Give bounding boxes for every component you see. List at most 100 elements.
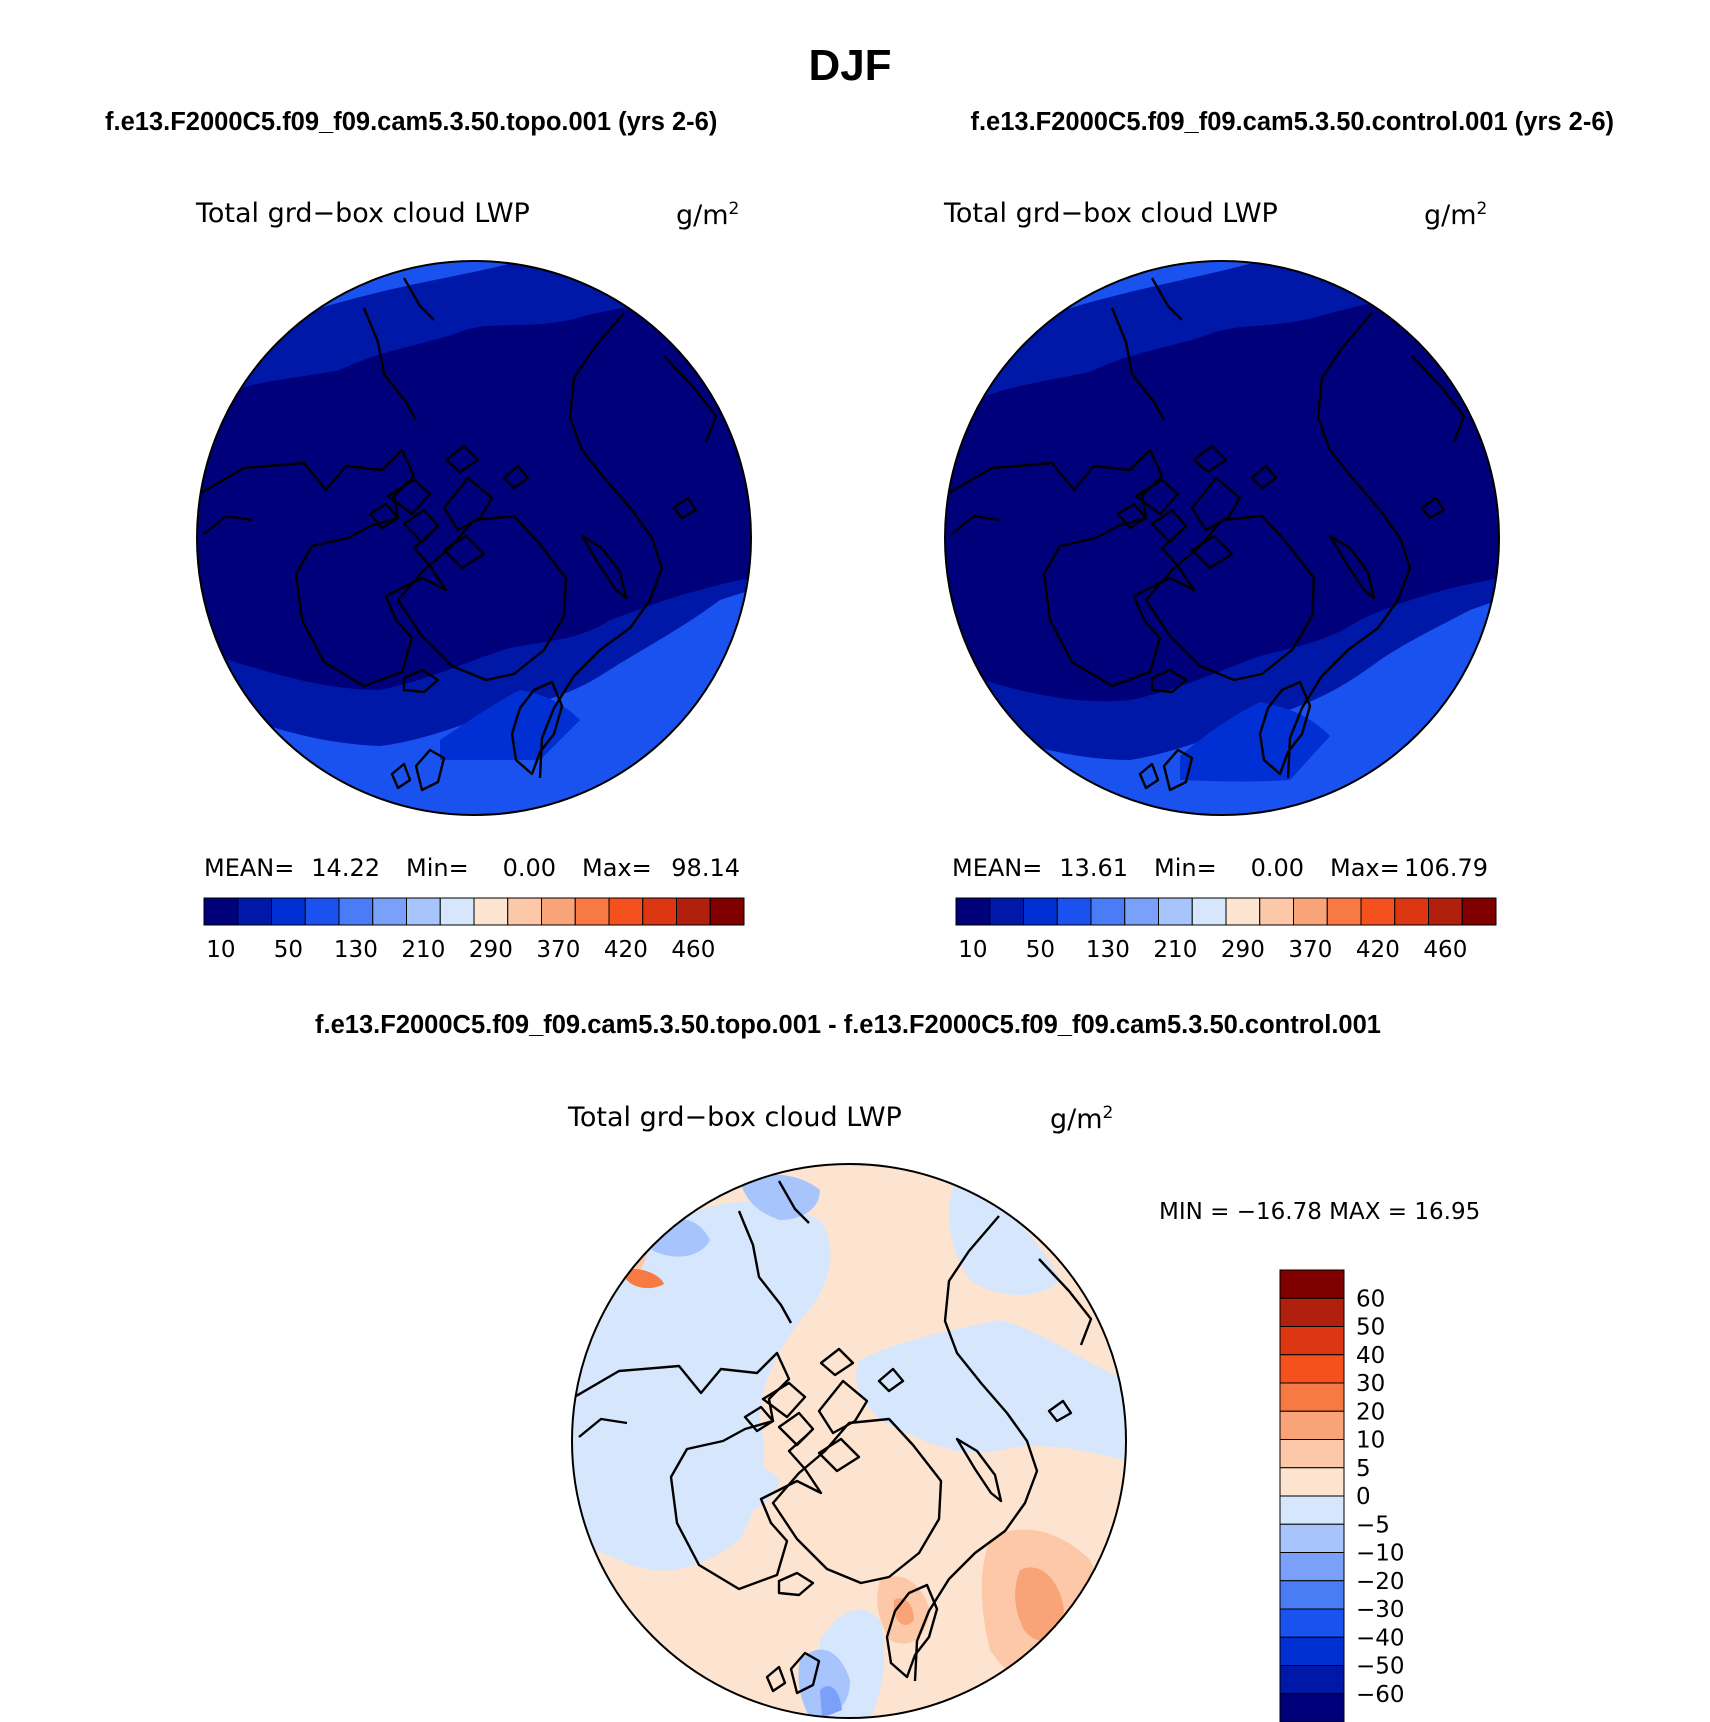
panel-difference-colorbar-box xyxy=(1279,1523,1345,1553)
panel-difference-units: g/m2 xyxy=(1050,1103,1113,1135)
panel-control-colorbar-tick-label: 420 xyxy=(1356,937,1400,963)
panel-topo-colorbar-box xyxy=(473,897,509,926)
panel-difference-colorbar-tick-label: 50 xyxy=(1356,1315,1385,1341)
panel-topo-colorbar: 10 50 130 210 290 370 420 460 xyxy=(203,897,745,963)
panel-topo: Total grd−box cloud LWP g/m2 MEAN= 14.22… xyxy=(195,198,752,963)
panel-control-colorbar-box xyxy=(1023,897,1058,926)
diff-header: f.e13.F2000C5.f09_f09.cam5.3.50.topo.001… xyxy=(315,1011,1381,1039)
panel-control-map-boundary xyxy=(944,260,1500,816)
panel-topo-colorbar-box xyxy=(271,897,306,926)
panel-difference-map xyxy=(572,1164,1126,1718)
case-b-header: f.e13.F2000C5.f09_f09.cam5.3.50.control.… xyxy=(970,108,1614,136)
panel-difference-colorbar-tick-label: 30 xyxy=(1356,1371,1385,1397)
panel-topo-title: Total grd−box cloud LWP xyxy=(195,198,530,229)
panel-control-colorbar-tick-label: 370 xyxy=(1288,937,1332,963)
panel-control-min-value: 0.00 xyxy=(1251,854,1304,882)
panel-control-title: Total grd−box cloud LWP xyxy=(943,198,1278,229)
panel-topo-colorbar-box xyxy=(237,897,272,926)
panel-control-colorbar-tick-label: 290 xyxy=(1221,937,1265,963)
case-a-header: f.e13.F2000C5.f09_f09.cam5.3.50.topo.001… xyxy=(105,108,717,136)
panel-topo-colorbar-box xyxy=(304,897,340,926)
panel-topo-colorbar-tick-label: 290 xyxy=(469,937,513,963)
panel-control-colorbar-tick-label: 460 xyxy=(1423,937,1467,963)
panel-topo-colorbar-tick-label: 420 xyxy=(604,937,648,963)
panel-control-colorbar-box xyxy=(1191,897,1227,926)
panel-difference-colorbar-box xyxy=(1279,1495,1345,1525)
panel-topo-units: g/m2 xyxy=(676,199,739,231)
panel-control-max-value: 106.79 xyxy=(1404,854,1488,882)
panel-difference-colorbar-box xyxy=(1279,1636,1345,1666)
panel-topo-colorbar-box xyxy=(574,897,610,926)
panel-difference-colorbar-box xyxy=(1279,1326,1345,1356)
panel-difference: Total grd−box cloud LWP g/m2 MIN = xyxy=(567,1102,1480,1722)
panel-topo-colorbar-box xyxy=(507,897,542,926)
panel-difference-colorbar-tick-label: −5 xyxy=(1356,1512,1390,1538)
panel-control-colorbar-tick-label: 50 xyxy=(1026,937,1055,963)
panel-topo-colorbar-box xyxy=(709,897,745,926)
panel-difference-colorbar-tick-label: 20 xyxy=(1356,1399,1385,1425)
panel-control-colorbar-box xyxy=(1360,897,1396,926)
panel-difference-colorbar-box xyxy=(1279,1580,1345,1610)
panel-topo-colorbar-tick-label: 460 xyxy=(671,937,715,963)
panel-difference-colorbar-tick-label: −40 xyxy=(1356,1625,1405,1651)
panel-difference-colorbar-tick-label: −60 xyxy=(1356,1682,1405,1708)
panel-topo-colorbar-box xyxy=(372,897,407,926)
panel-difference-title: Total grd−box cloud LWP xyxy=(567,1102,902,1133)
panel-control-colorbar-box xyxy=(955,897,991,926)
panel-difference-colorbar-tick-label: 0 xyxy=(1356,1484,1371,1510)
panel-difference-colorbar-box xyxy=(1279,1552,1345,1582)
panel-control-units: g/m2 xyxy=(1424,199,1487,231)
panel-control-colorbar-tick-label: 130 xyxy=(1086,937,1130,963)
panel-topo-colorbar-tick-label: 210 xyxy=(401,937,445,963)
panel-control-colorbar-box xyxy=(1090,897,1126,926)
panel-difference-colorbar-tick-label: 10 xyxy=(1356,1428,1385,1454)
panel-topo-colorbar-box xyxy=(642,897,677,926)
panel-control-min-label: Min= xyxy=(1154,854,1217,882)
panel-control-colorbar: 10 50 130 210 290 370 420 460 xyxy=(955,897,1497,963)
panel-topo-colorbar-tick-label: 50 xyxy=(274,937,303,963)
panel-topo-max-value: 98.14 xyxy=(671,854,740,882)
panel-control-max-label: Max= xyxy=(1330,854,1400,882)
panel-control-map xyxy=(945,261,1499,815)
panel-topo-min-value: 0.00 xyxy=(503,854,556,882)
panel-difference-colorbar-box xyxy=(1279,1665,1345,1695)
panel-topo-colorbar-box xyxy=(338,897,374,926)
panel-topo-colorbar-tick-label: 10 xyxy=(206,937,235,963)
panel-control-mean-value: 13.61 xyxy=(1059,854,1128,882)
panel-difference-colorbar-box xyxy=(1279,1467,1345,1497)
panel-difference-colorbar-tick-label: −10 xyxy=(1356,1541,1405,1567)
panel-difference-colorbar-tick-label: −20 xyxy=(1356,1569,1405,1595)
panel-topo-colorbar-tick-label: 130 xyxy=(334,937,378,963)
panel-control-colorbar-box xyxy=(1293,897,1328,926)
panel-control-colorbar-box xyxy=(1158,897,1193,926)
panel-topo-colorbar-box xyxy=(676,897,711,926)
figure-title: DJF xyxy=(808,41,891,90)
panel-difference-colorbar-tick-label: 5 xyxy=(1356,1456,1371,1482)
panel-difference-colorbar-box xyxy=(1279,1693,1345,1722)
panel-difference-units-exponent: 2 xyxy=(1103,1103,1114,1123)
panel-difference-colorbar-box xyxy=(1279,1410,1345,1440)
panel-control-colorbar-box xyxy=(1428,897,1463,926)
panel-difference-colorbar-box xyxy=(1279,1439,1345,1469)
panel-difference-colorbar-box xyxy=(1279,1269,1345,1299)
panel-control-colorbar-tick-label: 10 xyxy=(958,937,987,963)
panel-topo-map-boundary xyxy=(196,260,752,816)
panel-control-colorbar-box xyxy=(1259,897,1294,926)
panel-topo-mean-value: 14.22 xyxy=(311,854,380,882)
panel-difference-colorbar-box xyxy=(1279,1382,1345,1412)
panel-difference-colorbar-tick-label: 40 xyxy=(1356,1343,1385,1369)
panel-control-colorbar-box xyxy=(1394,897,1429,926)
panel-topo-map xyxy=(197,261,751,815)
panel-difference-colorbar-box xyxy=(1279,1297,1345,1327)
panel-difference-colorbar-box xyxy=(1279,1354,1345,1384)
panel-topo-colorbar-box xyxy=(541,897,576,926)
panel-control-colorbar-box xyxy=(1056,897,1092,926)
panel-topo-colorbar-box xyxy=(608,897,644,926)
panel-control: Total grd−box cloud LWP g/m2 MEAN= 13.61… xyxy=(943,198,1500,963)
panel-control-colorbar-box xyxy=(989,897,1024,926)
panel-difference-colorbar-box xyxy=(1279,1608,1345,1638)
panel-control-colorbar-box xyxy=(1225,897,1261,926)
panel-difference-stats: MIN = −16.78 MAX = 16.95 xyxy=(1159,1199,1480,1225)
panel-topo-max-label: Max= xyxy=(582,854,652,882)
panel-difference-colorbar-tick-label: −50 xyxy=(1356,1654,1405,1680)
